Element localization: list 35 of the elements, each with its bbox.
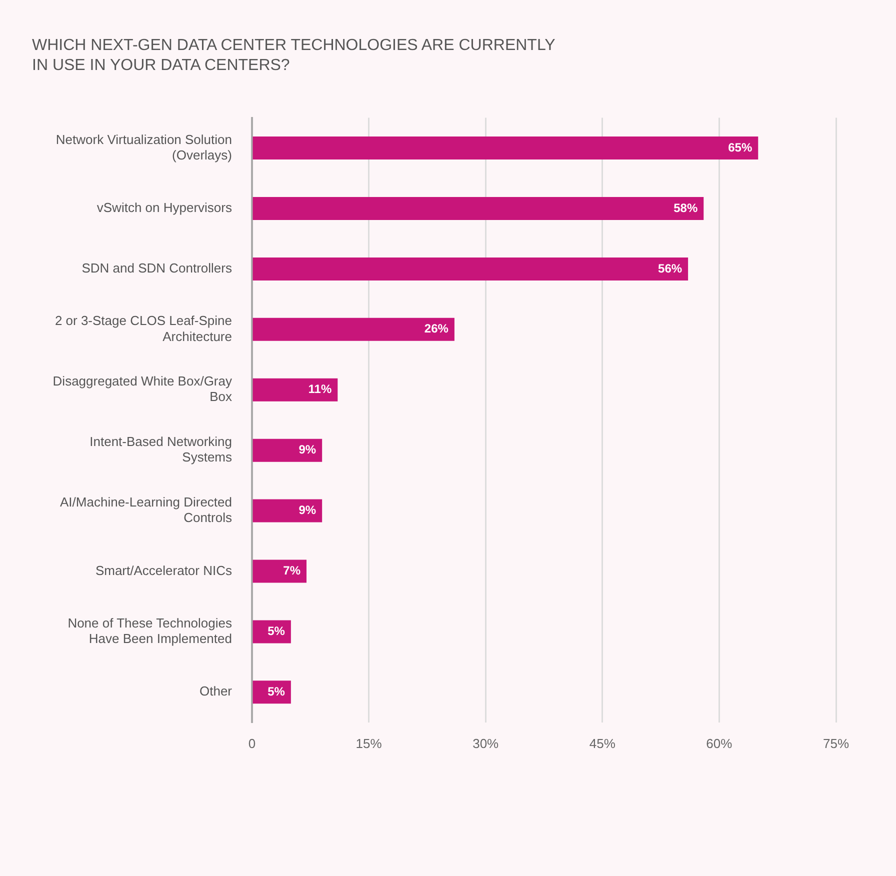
bar: [252, 136, 758, 160]
bar: [252, 257, 688, 280]
x-tick-label: 15%: [356, 736, 382, 751]
bar: [252, 560, 307, 583]
data-label: 65%: [728, 140, 752, 154]
bar: [252, 438, 322, 462]
y-tick-label: Network Virtualization Solution (Overlays): [56, 132, 232, 162]
data-label: 9%: [298, 442, 316, 457]
y-tick-label: Other: [199, 684, 233, 699]
x-tick-label: 75%: [822, 736, 850, 751]
x-tick-label: 60%: [706, 736, 733, 751]
data-label: 26%: [424, 322, 449, 336]
y-tick-label: SDN and SDN Controllers: [82, 260, 232, 276]
data-label: 56%: [658, 261, 682, 276]
x-tick-label: 45%: [589, 736, 616, 751]
bar: [252, 378, 338, 402]
data-label: 58%: [674, 200, 698, 215]
bar: [252, 499, 322, 522]
y-tick-label: 2 or 3-Stage CLOS Leaf-Spine Architecture: [54, 313, 232, 344]
data-label: 5%: [268, 684, 286, 698]
data-label: 7%: [283, 564, 301, 578]
y-tick-label: Smart/Accelerator NICs: [95, 562, 232, 578]
data-label: 9%: [298, 503, 316, 518]
y-tick-label: AI/Machine-Learning Directed Controls: [60, 494, 232, 526]
y-tick-label: Intent-Based Networking Systems: [90, 434, 232, 465]
chart-title: WHICH NEXT-GEN DATA CENTER TECHNOLOGIES ARE CURRENTLY IN USE IN YOUR DATA CENTERS?: [31, 36, 556, 76]
bar: [252, 318, 454, 341]
x-tick-label: 0: [248, 736, 256, 751]
y-tick-label: vSwitch on Hypervisors: [96, 200, 232, 216]
x-tick-label: 30%: [472, 736, 500, 751]
data-label: 11%: [308, 382, 332, 396]
y-tick-label: None of These Technologies Have Been Implemented: [68, 615, 232, 646]
y-tick-label: Disaggregated White Box/Gray Box: [52, 374, 232, 404]
bar: [252, 197, 704, 220]
data-label: 5%: [268, 624, 286, 638]
